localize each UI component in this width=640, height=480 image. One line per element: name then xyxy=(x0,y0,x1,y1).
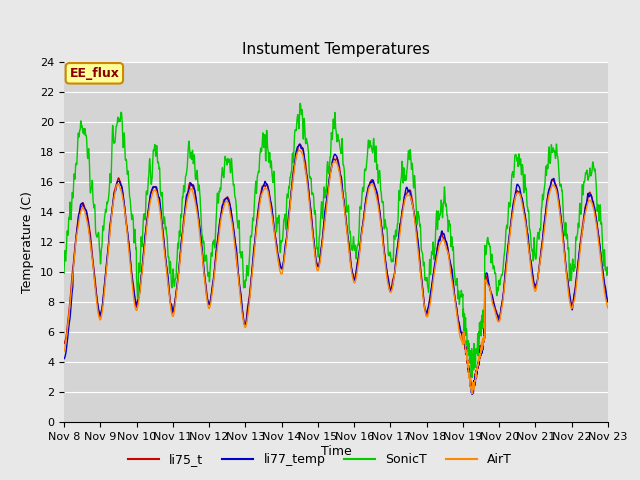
li77_temp xyxy=(296,141,303,147)
SonicT xyxy=(364,148,371,154)
AirT xyxy=(352,277,360,283)
AirT xyxy=(469,391,477,396)
AirT xyxy=(604,305,612,311)
li77_temp xyxy=(364,188,371,193)
AirT xyxy=(364,192,371,198)
li75_t xyxy=(364,188,371,193)
X-axis label: Time: Time xyxy=(321,445,351,458)
AirT xyxy=(572,290,579,296)
Y-axis label: Temperature (C): Temperature (C) xyxy=(22,192,35,293)
SonicT xyxy=(604,264,612,270)
AirT xyxy=(212,260,220,265)
li77_temp xyxy=(495,314,502,320)
SonicT xyxy=(557,183,564,189)
li75_t xyxy=(468,391,476,396)
li77_temp xyxy=(212,256,220,262)
li75_t xyxy=(212,252,220,257)
Line: SonicT: SonicT xyxy=(64,103,608,377)
AirT xyxy=(495,319,502,324)
AirT xyxy=(557,215,564,220)
Legend: li75_t, li77_temp, SonicT, AirT: li75_t, li77_temp, SonicT, AirT xyxy=(123,448,517,471)
li75_t xyxy=(495,316,502,322)
SonicT xyxy=(352,250,360,255)
li77_temp xyxy=(572,285,579,290)
AirT xyxy=(60,348,68,354)
li75_t xyxy=(352,269,360,275)
AirT xyxy=(296,147,304,153)
SonicT xyxy=(572,244,579,250)
li75_t xyxy=(60,341,68,347)
li75_t xyxy=(296,141,304,147)
SonicT xyxy=(468,374,476,380)
Text: EE_flux: EE_flux xyxy=(69,67,119,80)
Line: li77_temp: li77_temp xyxy=(64,144,608,395)
li75_t xyxy=(604,298,612,303)
Line: AirT: AirT xyxy=(64,150,608,394)
li77_temp xyxy=(468,392,476,397)
li77_temp xyxy=(557,209,564,215)
li77_temp xyxy=(60,356,68,362)
SonicT xyxy=(296,100,304,106)
SonicT xyxy=(212,225,220,230)
SonicT xyxy=(60,270,68,276)
Line: li75_t: li75_t xyxy=(64,144,608,394)
li75_t xyxy=(557,209,564,215)
li75_t xyxy=(572,282,579,288)
Title: Instument Temperatures: Instument Temperatures xyxy=(242,42,430,57)
li77_temp xyxy=(604,299,612,305)
SonicT xyxy=(495,286,502,291)
li77_temp xyxy=(352,274,360,280)
